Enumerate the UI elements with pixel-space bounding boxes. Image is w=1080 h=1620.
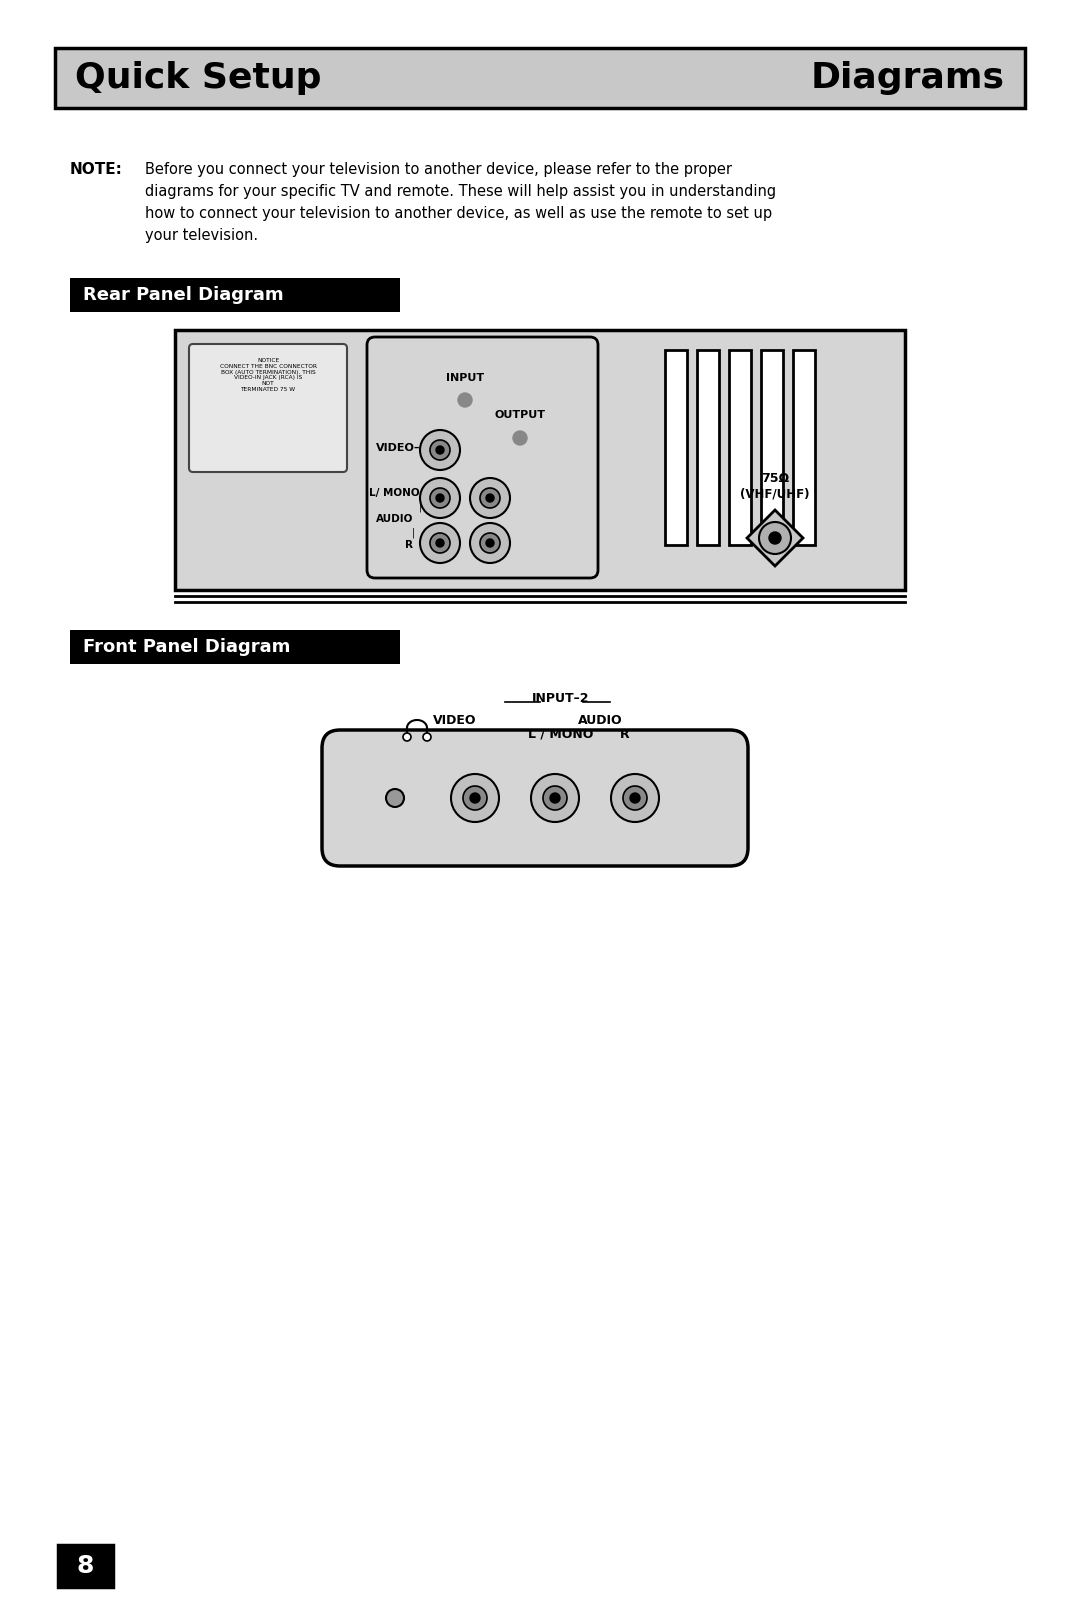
- FancyBboxPatch shape: [175, 330, 905, 590]
- Bar: [665, 350, 687, 544]
- Circle shape: [550, 794, 561, 804]
- Circle shape: [430, 533, 450, 552]
- Text: Before you connect your television to another device, please refer to the proper: Before you connect your television to an…: [145, 162, 732, 177]
- Text: Front Panel Diagram: Front Panel Diagram: [83, 638, 291, 656]
- Circle shape: [436, 446, 444, 454]
- Text: diagrams for your specific TV and remote. These will help assist you in understa: diagrams for your specific TV and remote…: [145, 185, 777, 199]
- Circle shape: [403, 732, 411, 740]
- Bar: [793, 350, 815, 544]
- Circle shape: [458, 394, 472, 407]
- Circle shape: [759, 522, 791, 554]
- Circle shape: [430, 488, 450, 509]
- Text: AUDIO: AUDIO: [578, 713, 622, 726]
- Circle shape: [543, 786, 567, 810]
- Circle shape: [420, 523, 460, 564]
- Text: 8: 8: [77, 1554, 94, 1578]
- Text: R: R: [486, 523, 495, 533]
- Bar: [70, 279, 400, 313]
- Polygon shape: [747, 510, 804, 565]
- Text: 75Ω: 75Ω: [761, 471, 789, 484]
- Circle shape: [486, 494, 494, 502]
- Circle shape: [480, 488, 500, 509]
- Bar: [729, 350, 751, 544]
- Bar: [761, 350, 783, 544]
- FancyBboxPatch shape: [367, 337, 598, 578]
- Bar: [70, 630, 400, 664]
- Circle shape: [420, 478, 460, 518]
- FancyBboxPatch shape: [189, 343, 347, 471]
- Text: how to connect your television to another device, as well as use the remote to s: how to connect your television to anothe…: [145, 206, 772, 220]
- Text: L/ MONO: L/ MONO: [369, 488, 420, 497]
- Circle shape: [420, 429, 460, 470]
- Bar: [55, 49, 1025, 109]
- Circle shape: [386, 789, 404, 807]
- Circle shape: [611, 774, 659, 821]
- Text: VIDEO: VIDEO: [433, 713, 476, 726]
- Text: INPUT: INPUT: [446, 373, 484, 382]
- Text: R: R: [620, 727, 630, 740]
- Text: R: R: [405, 539, 413, 551]
- Circle shape: [436, 539, 444, 548]
- Circle shape: [470, 794, 480, 804]
- Text: |: |: [418, 502, 421, 512]
- FancyBboxPatch shape: [322, 731, 748, 867]
- Circle shape: [470, 478, 510, 518]
- Circle shape: [486, 539, 494, 548]
- Text: NOTICE
CONNECT THE BNC CONNECTOR
BOX (AUTO TERMINATION). THIS
VIDEO-IN JACK (RCA: NOTICE CONNECT THE BNC CONNECTOR BOX (AU…: [219, 358, 316, 392]
- Text: VIDEO–: VIDEO–: [376, 442, 420, 454]
- Circle shape: [623, 786, 647, 810]
- Text: OUTPUT: OUTPUT: [495, 410, 545, 420]
- Circle shape: [470, 523, 510, 564]
- Text: L / MONO: L / MONO: [528, 727, 594, 740]
- Circle shape: [531, 774, 579, 821]
- Circle shape: [451, 774, 499, 821]
- Text: (VHF/UHF): (VHF/UHF): [740, 488, 810, 501]
- Circle shape: [463, 786, 487, 810]
- Circle shape: [513, 431, 527, 446]
- Text: INPUT–2: INPUT–2: [532, 692, 590, 705]
- Circle shape: [769, 531, 781, 544]
- Text: Diagrams: Diagrams: [811, 62, 1005, 96]
- Text: |: |: [411, 528, 415, 538]
- Circle shape: [436, 494, 444, 502]
- Circle shape: [480, 533, 500, 552]
- Circle shape: [430, 441, 450, 460]
- Text: Quick Setup: Quick Setup: [75, 62, 322, 96]
- Circle shape: [423, 732, 431, 740]
- Text: L: L: [486, 478, 494, 488]
- Text: NOTE:: NOTE:: [70, 162, 123, 177]
- Bar: [697, 350, 719, 544]
- Text: Rear Panel Diagram: Rear Panel Diagram: [83, 287, 284, 305]
- Bar: [58, 1545, 113, 1588]
- Text: AUDIO: AUDIO: [376, 514, 413, 523]
- Circle shape: [630, 794, 640, 804]
- Text: your television.: your television.: [145, 228, 258, 243]
